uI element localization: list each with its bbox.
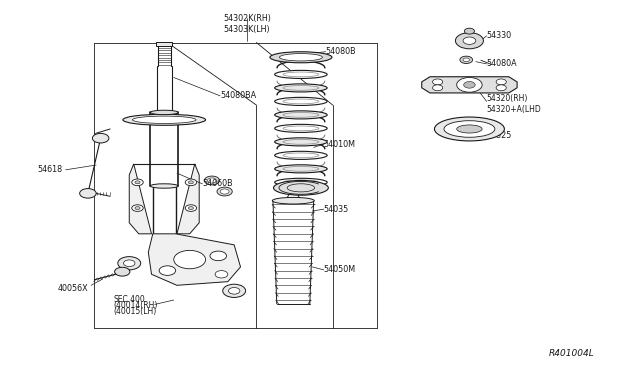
Ellipse shape bbox=[150, 110, 178, 115]
Text: 54050M: 54050M bbox=[324, 265, 356, 275]
Ellipse shape bbox=[275, 111, 327, 119]
Text: 54060B: 54060B bbox=[202, 179, 233, 188]
Ellipse shape bbox=[132, 116, 196, 124]
Ellipse shape bbox=[435, 117, 504, 141]
Polygon shape bbox=[129, 164, 152, 234]
Text: 54080A: 54080A bbox=[486, 60, 517, 68]
Text: 54080BA: 54080BA bbox=[220, 92, 256, 100]
Ellipse shape bbox=[275, 84, 327, 92]
Text: 54320(RH)
54320+A(LHD: 54320(RH) 54320+A(LHD bbox=[486, 94, 541, 115]
Ellipse shape bbox=[280, 54, 323, 61]
Ellipse shape bbox=[150, 184, 178, 188]
Ellipse shape bbox=[275, 97, 327, 105]
Circle shape bbox=[496, 79, 506, 85]
Circle shape bbox=[124, 260, 135, 267]
Circle shape bbox=[135, 181, 140, 184]
Text: 54325: 54325 bbox=[486, 131, 512, 140]
Text: 54080B: 54080B bbox=[326, 47, 356, 56]
Ellipse shape bbox=[275, 138, 327, 146]
Circle shape bbox=[210, 251, 227, 261]
Circle shape bbox=[217, 187, 232, 196]
Circle shape bbox=[463, 58, 469, 62]
Circle shape bbox=[457, 77, 482, 92]
Circle shape bbox=[433, 85, 443, 91]
Text: 54010M: 54010M bbox=[324, 140, 356, 148]
Circle shape bbox=[463, 37, 476, 44]
Text: SEC.400: SEC.400 bbox=[113, 295, 145, 304]
Circle shape bbox=[465, 28, 474, 34]
Circle shape bbox=[188, 206, 193, 209]
Circle shape bbox=[118, 257, 141, 270]
Text: 54330: 54330 bbox=[486, 31, 512, 41]
Ellipse shape bbox=[275, 178, 327, 186]
Circle shape bbox=[185, 205, 196, 211]
Circle shape bbox=[207, 178, 216, 183]
Polygon shape bbox=[177, 164, 199, 234]
Circle shape bbox=[464, 81, 475, 88]
Circle shape bbox=[173, 250, 205, 269]
Circle shape bbox=[215, 270, 228, 278]
Circle shape bbox=[460, 56, 472, 64]
Text: 54618: 54618 bbox=[37, 165, 62, 174]
Circle shape bbox=[132, 205, 143, 211]
Ellipse shape bbox=[275, 165, 327, 173]
Circle shape bbox=[433, 79, 443, 85]
Polygon shape bbox=[148, 234, 241, 285]
Circle shape bbox=[159, 266, 175, 275]
Text: (40015(LH): (40015(LH) bbox=[113, 307, 157, 316]
Ellipse shape bbox=[275, 124, 327, 132]
Polygon shape bbox=[422, 77, 517, 93]
Circle shape bbox=[115, 267, 130, 276]
Ellipse shape bbox=[273, 180, 328, 195]
Ellipse shape bbox=[275, 151, 327, 159]
Circle shape bbox=[188, 181, 193, 184]
Ellipse shape bbox=[270, 52, 332, 63]
Bar bbox=[156, 42, 173, 46]
Circle shape bbox=[79, 189, 96, 198]
Text: 54302K(RH)
54303K(LH): 54302K(RH) 54303K(LH) bbox=[223, 14, 271, 34]
Circle shape bbox=[496, 85, 506, 91]
Circle shape bbox=[92, 134, 109, 143]
Ellipse shape bbox=[272, 198, 314, 204]
Circle shape bbox=[132, 179, 143, 186]
Text: 54035: 54035 bbox=[324, 205, 349, 214]
Text: 40056X: 40056X bbox=[58, 284, 89, 293]
Circle shape bbox=[135, 206, 140, 209]
Text: R401004L: R401004L bbox=[549, 349, 595, 358]
Ellipse shape bbox=[457, 125, 482, 133]
Circle shape bbox=[204, 176, 220, 185]
Circle shape bbox=[223, 284, 246, 298]
Ellipse shape bbox=[444, 121, 495, 137]
Ellipse shape bbox=[275, 70, 327, 78]
Circle shape bbox=[456, 33, 483, 49]
Text: (40014(RH): (40014(RH) bbox=[113, 301, 157, 310]
Circle shape bbox=[185, 179, 196, 186]
Circle shape bbox=[228, 288, 240, 294]
Ellipse shape bbox=[123, 114, 205, 125]
Circle shape bbox=[220, 189, 229, 194]
